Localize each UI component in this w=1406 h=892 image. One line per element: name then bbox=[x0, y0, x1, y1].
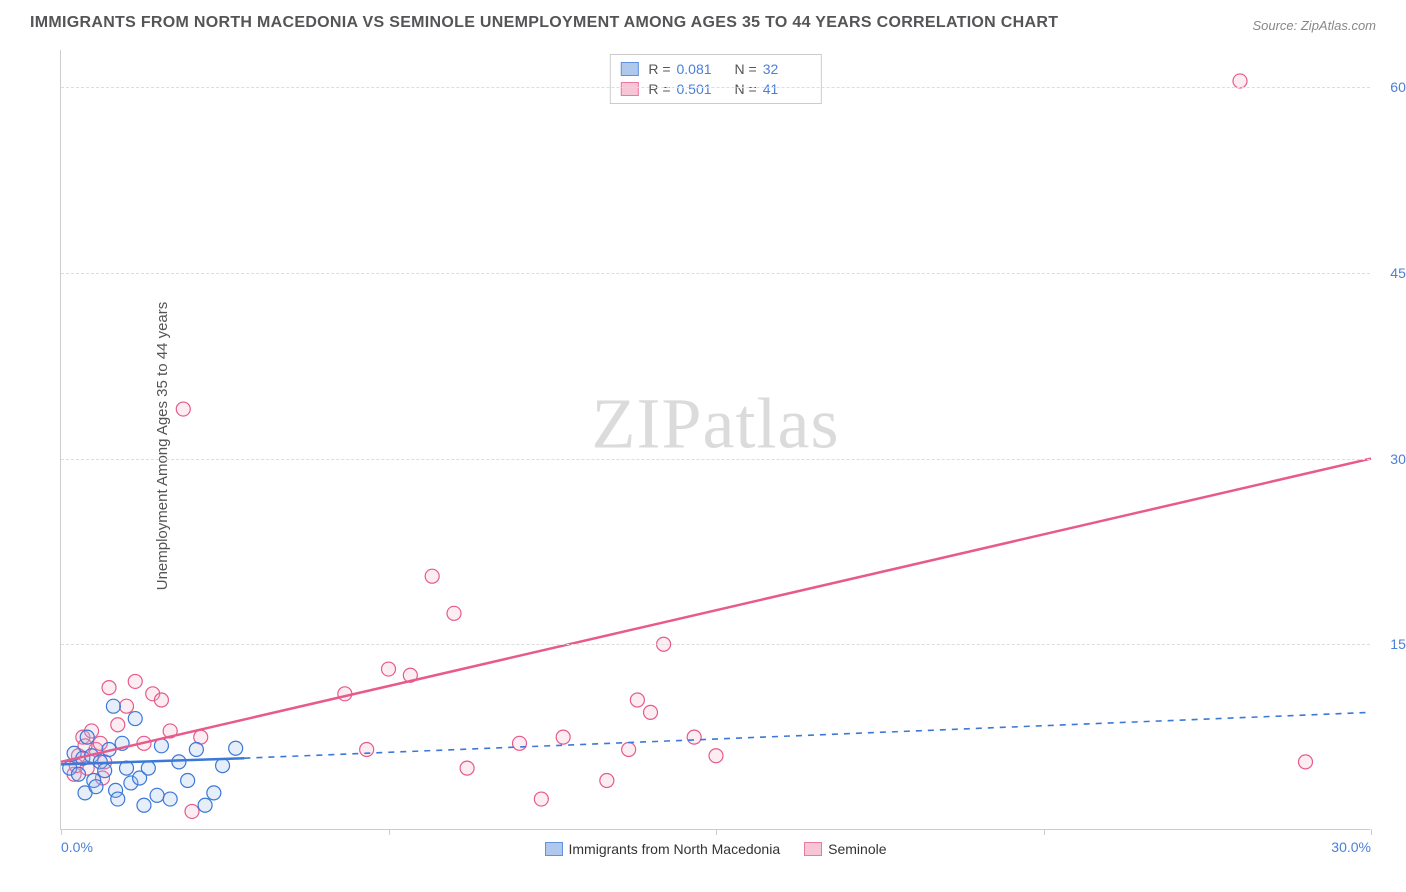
x-tick-mark bbox=[389, 829, 390, 835]
data-point-pink bbox=[425, 569, 439, 583]
data-point-blue bbox=[163, 792, 177, 806]
n-label: N = bbox=[735, 61, 757, 77]
data-point-pink bbox=[185, 804, 199, 818]
gridline-horizontal bbox=[61, 459, 1370, 460]
data-point-blue bbox=[172, 755, 186, 769]
data-point-pink bbox=[382, 662, 396, 676]
data-point-blue bbox=[150, 788, 164, 802]
n-value: 41 bbox=[763, 81, 803, 97]
legend-label: Immigrants from North Macedonia bbox=[568, 841, 780, 857]
data-point-pink bbox=[111, 718, 125, 732]
data-point-pink bbox=[460, 761, 474, 775]
legend-swatch-pink-icon bbox=[620, 82, 638, 96]
n-label: N = bbox=[735, 81, 757, 97]
gridline-horizontal bbox=[61, 644, 1370, 645]
data-point-pink bbox=[556, 730, 570, 744]
x-tick-mark bbox=[61, 829, 62, 835]
legend-correlation-box: R = 0.081 N = 32 R = 0.501 N = 41 bbox=[609, 54, 821, 104]
r-value: 0.081 bbox=[677, 61, 717, 77]
data-point-pink bbox=[1233, 74, 1247, 88]
x-tick-mark bbox=[1044, 829, 1045, 835]
data-point-pink bbox=[154, 693, 168, 707]
x-tick-mark bbox=[716, 829, 717, 835]
data-point-blue bbox=[111, 792, 125, 806]
data-point-pink bbox=[120, 699, 134, 713]
y-tick-label: 30.0% bbox=[1375, 451, 1406, 467]
legend-item-blue: Immigrants from North Macedonia bbox=[544, 841, 780, 857]
data-point-blue bbox=[181, 773, 195, 787]
x-tick-mark bbox=[1371, 829, 1372, 835]
data-point-pink bbox=[709, 749, 723, 763]
y-tick-label: 45.0% bbox=[1375, 265, 1406, 281]
data-point-pink bbox=[687, 730, 701, 744]
data-point-blue bbox=[98, 764, 112, 778]
r-value: 0.501 bbox=[677, 81, 717, 97]
data-point-blue bbox=[141, 761, 155, 775]
data-point-blue bbox=[189, 743, 203, 757]
r-label: R = bbox=[648, 61, 670, 77]
legend-swatch-blue-icon bbox=[544, 842, 562, 856]
data-point-pink bbox=[630, 693, 644, 707]
source-attribution: Source: ZipAtlas.com bbox=[1252, 18, 1376, 33]
legend-stat-row-pink: R = 0.501 N = 41 bbox=[620, 79, 810, 99]
n-value: 32 bbox=[763, 61, 803, 77]
gridline-horizontal bbox=[61, 273, 1370, 274]
data-point-pink bbox=[102, 681, 116, 695]
data-point-blue bbox=[137, 798, 151, 812]
data-point-pink bbox=[128, 674, 142, 688]
plot-svg bbox=[61, 50, 1370, 829]
data-point-pink bbox=[534, 792, 548, 806]
data-point-blue bbox=[80, 730, 94, 744]
legend-item-pink: Seminole bbox=[804, 841, 886, 857]
data-point-blue bbox=[207, 786, 221, 800]
chart-title: IMMIGRANTS FROM NORTH MACEDONIA VS SEMIN… bbox=[30, 14, 1058, 32]
data-point-pink bbox=[447, 606, 461, 620]
legend-swatch-pink-icon bbox=[804, 842, 822, 856]
data-point-pink bbox=[622, 743, 636, 757]
regression-line-blue-dashed bbox=[244, 712, 1371, 758]
data-point-blue bbox=[216, 759, 230, 773]
regression-line-pink bbox=[61, 459, 1371, 762]
y-tick-label: 15.0% bbox=[1375, 636, 1406, 652]
data-point-blue bbox=[106, 699, 120, 713]
legend-swatch-blue-icon bbox=[620, 62, 638, 76]
legend-stat-row-blue: R = 0.081 N = 32 bbox=[620, 59, 810, 79]
x-tick-label: 0.0% bbox=[61, 839, 93, 855]
data-point-blue bbox=[229, 741, 243, 755]
gridline-horizontal bbox=[61, 87, 1370, 88]
data-point-blue bbox=[71, 767, 85, 781]
data-point-pink bbox=[1299, 755, 1313, 769]
data-point-pink bbox=[600, 773, 614, 787]
data-point-pink bbox=[513, 736, 527, 750]
x-tick-label: 30.0% bbox=[1331, 839, 1371, 855]
data-point-pink bbox=[644, 705, 658, 719]
legend-label: Seminole bbox=[828, 841, 886, 857]
legend-series: Immigrants from North Macedonia Seminole bbox=[544, 841, 886, 857]
data-point-blue bbox=[89, 780, 103, 794]
data-point-blue bbox=[128, 712, 142, 726]
data-point-pink bbox=[176, 402, 190, 416]
data-point-pink bbox=[360, 743, 374, 757]
plot-area: ZIPatlas R =0.081N =32R =0.501N =41 Immi… bbox=[60, 50, 1370, 830]
r-label: R = bbox=[648, 81, 670, 97]
data-point-blue bbox=[198, 798, 212, 812]
y-tick-label: 60.0% bbox=[1375, 79, 1406, 95]
